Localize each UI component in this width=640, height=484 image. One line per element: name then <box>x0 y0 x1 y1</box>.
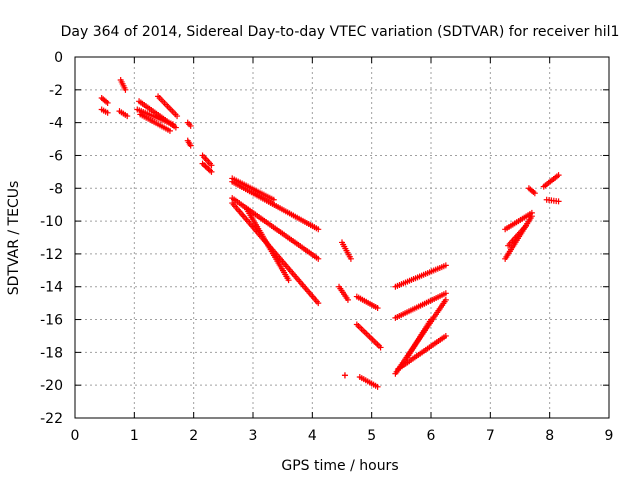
data-point-marker <box>442 296 449 303</box>
data-point-marker <box>315 226 322 233</box>
x-tick-label: 8 <box>545 428 554 444</box>
y-axis-label: SDTVAR / TECUs <box>6 181 22 296</box>
data-segment <box>155 93 181 120</box>
data-segment <box>199 160 215 175</box>
data-point-marker <box>122 86 129 93</box>
data-segment <box>356 373 381 390</box>
y-tick-label: -8 <box>49 181 63 197</box>
data-point-marker <box>374 305 381 312</box>
data-point-marker <box>531 190 538 197</box>
data-segment <box>184 137 194 149</box>
data-segment <box>543 196 562 205</box>
x-tick-label: 3 <box>249 428 258 444</box>
data-point-marker <box>555 172 562 179</box>
data-segment <box>525 185 538 197</box>
data-point-marker <box>374 383 381 390</box>
data-segment <box>199 152 215 169</box>
data-point-marker <box>341 372 348 379</box>
data-point-marker <box>169 121 176 128</box>
chart-title: Day 364 of 2014, Sidereal Day-to-day VTE… <box>61 24 620 40</box>
data-segment <box>395 332 449 372</box>
x-tick-label: 4 <box>308 428 317 444</box>
data-point-marker <box>104 109 111 116</box>
x-tick-label: 5 <box>367 428 376 444</box>
data-point-marker <box>347 255 354 262</box>
data-point-marker <box>315 300 322 307</box>
data-segment <box>341 372 348 379</box>
data-segment <box>353 293 381 312</box>
data-point-marker <box>315 255 322 262</box>
y-tick-label: -16 <box>40 313 63 329</box>
data-segment <box>392 262 449 290</box>
data-segment <box>502 209 535 233</box>
data-points <box>98 76 562 390</box>
data-point-marker <box>208 162 215 169</box>
data-point-marker <box>442 290 449 297</box>
data-point-marker <box>522 223 529 230</box>
data-segment <box>229 195 322 262</box>
data-point-marker <box>187 142 194 149</box>
data-segment <box>392 290 449 321</box>
data-point-marker <box>428 316 434 323</box>
data-segment <box>229 178 322 233</box>
data-segment <box>404 316 434 361</box>
data-point-marker <box>285 277 292 284</box>
data-point-marker <box>174 113 181 120</box>
data-segment <box>505 223 529 249</box>
data-point-marker <box>270 196 277 203</box>
data-point-marker <box>377 344 384 351</box>
data-segment <box>98 95 111 106</box>
data-point-marker <box>124 113 131 120</box>
x-tick-label: 2 <box>189 428 198 444</box>
plot-frame <box>74 56 610 419</box>
data-point-marker <box>442 262 449 269</box>
y-tick-label: -10 <box>40 214 63 230</box>
data-segment <box>98 106 111 116</box>
x-tick-label: 6 <box>427 428 436 444</box>
y-tick-label: -6 <box>49 148 63 164</box>
y-tick-label: -12 <box>40 247 63 263</box>
y-tick-label: 0 <box>54 50 63 66</box>
data-segment <box>353 321 384 351</box>
data-segment <box>184 119 194 129</box>
data-point-marker <box>208 168 215 175</box>
data-point-marker <box>442 332 449 339</box>
data-point-marker <box>172 124 179 131</box>
data-segment <box>116 108 131 120</box>
data-segment <box>137 111 173 134</box>
data-point-marker <box>187 122 194 129</box>
y-tick-label: -20 <box>40 378 63 394</box>
y-tick-label: -18 <box>40 345 63 361</box>
data-point-marker <box>166 127 173 134</box>
data-point-marker <box>528 213 535 220</box>
y-tick-label: -2 <box>49 83 63 99</box>
data-segment <box>244 206 292 284</box>
data-point-marker <box>555 198 562 205</box>
x-tick-label: 0 <box>71 428 80 444</box>
data-segment <box>540 172 562 190</box>
x-tick-label: 9 <box>605 428 614 444</box>
data-segment <box>134 106 176 128</box>
data-segment <box>117 76 129 93</box>
y-tick-label: -4 <box>49 116 63 132</box>
data-segment <box>336 283 351 303</box>
data-segment <box>339 239 354 262</box>
axis-ticks: 0 1 2 3 4 5 6 7 8 9 0 -2 -4 -6 -8 -10 -12 -14 -16 -18 -20 -22 <box>40 50 613 444</box>
data-point-marker <box>344 296 351 303</box>
y-tick-label: -22 <box>40 411 63 427</box>
x-tick-label: 1 <box>130 428 139 444</box>
data-point-marker <box>104 99 111 106</box>
x-tick-label: 7 <box>486 428 495 444</box>
y-tick-label: -14 <box>40 280 63 296</box>
x-axis-label: GPS time / hours <box>281 458 398 474</box>
